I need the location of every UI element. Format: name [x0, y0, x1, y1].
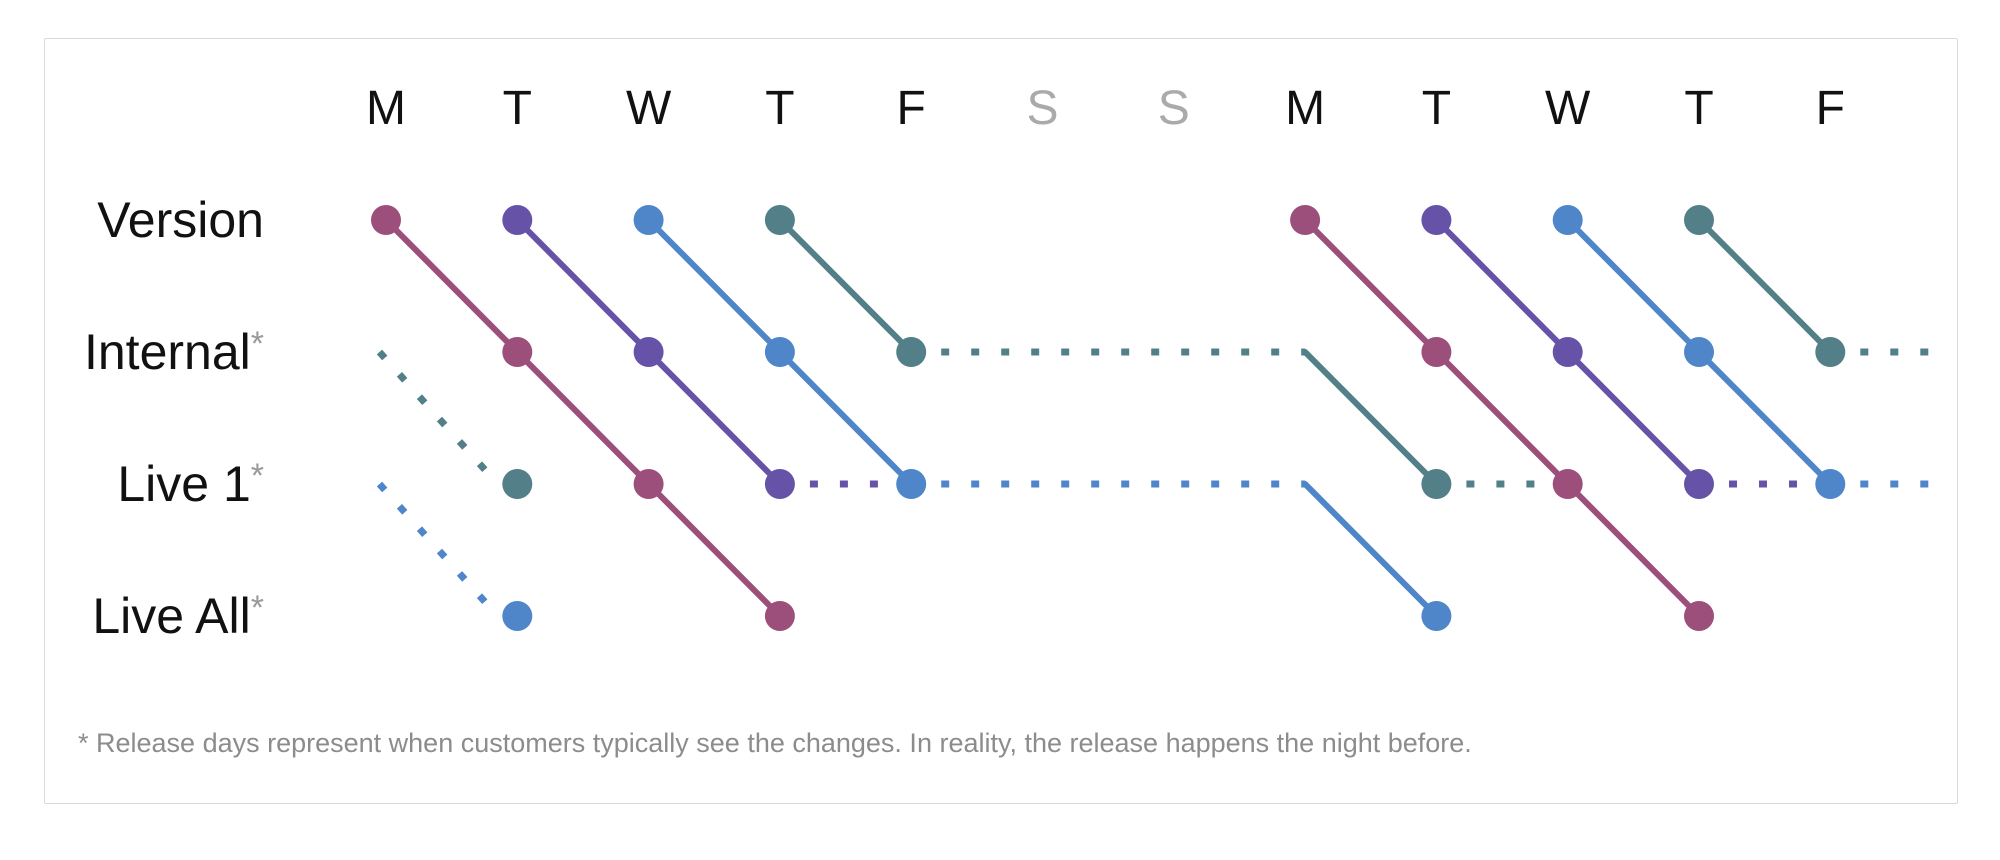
- diagram-frame: [44, 38, 1958, 804]
- day-label: M: [1285, 82, 1325, 135]
- row-label: Internal*: [84, 324, 264, 380]
- release-dot: [1421, 601, 1452, 631]
- release-dot: [1552, 469, 1583, 499]
- release-dot: [633, 205, 664, 235]
- row-label: Version: [97, 192, 264, 248]
- release-dot: [1815, 469, 1846, 499]
- release-dot: [1421, 337, 1452, 367]
- day-label: M: [366, 82, 406, 135]
- release-dot: [764, 337, 795, 367]
- release-dot: [896, 469, 927, 499]
- release-dot: [1290, 205, 1321, 235]
- release-line: [645, 349, 783, 487]
- release-dot: [764, 601, 795, 631]
- release-line: [1302, 217, 1440, 355]
- release-dot: [1421, 469, 1452, 499]
- day-label: T: [503, 82, 532, 135]
- release-dot: [1684, 337, 1714, 367]
- release-line: [1696, 217, 1834, 355]
- release-line: [1564, 481, 1702, 619]
- release-dot: [1552, 205, 1583, 235]
- release-line: [776, 349, 915, 487]
- release-dot: [1815, 337, 1846, 367]
- release-dot: [1684, 205, 1714, 235]
- release-line: [383, 217, 521, 355]
- handoff-line: [1302, 349, 1440, 487]
- release-line: [776, 217, 915, 355]
- release-dot: [633, 469, 664, 499]
- release-line: [1433, 217, 1571, 355]
- day-label: W: [1545, 82, 1591, 135]
- row-label: Live 1*: [117, 456, 264, 512]
- day-label: F: [897, 82, 926, 135]
- day-label: T: [765, 82, 794, 135]
- release-dot: [764, 205, 795, 235]
- release-dot: [502, 337, 533, 367]
- release-dot: [633, 337, 664, 367]
- day-label: W: [626, 82, 672, 135]
- release-dot: [896, 337, 927, 367]
- handoff-line: [1302, 481, 1440, 619]
- release-line: [645, 217, 783, 355]
- release-line: [1433, 349, 1571, 487]
- release-dot: [371, 205, 401, 235]
- waiting-line: [376, 349, 501, 487]
- release-dot: [1552, 337, 1583, 367]
- release-line: [1564, 349, 1702, 487]
- day-label: S: [1158, 82, 1190, 135]
- footnote: * Release days represent when customers …: [78, 728, 1472, 758]
- release-line: [514, 217, 652, 355]
- release-line: [645, 481, 783, 619]
- release-line: [1696, 349, 1834, 487]
- release-line: [514, 349, 652, 487]
- release-line: [1564, 217, 1702, 355]
- release-dot: [1421, 205, 1452, 235]
- release-dot: [502, 601, 533, 631]
- day-label: T: [1684, 82, 1713, 135]
- day-label: F: [1816, 82, 1845, 135]
- day-label: S: [1026, 82, 1058, 135]
- release-dot: [502, 469, 533, 499]
- release-dot: [1684, 601, 1714, 631]
- release-dot: [502, 205, 533, 235]
- release-dot: [1684, 469, 1714, 499]
- day-label: T: [1422, 82, 1451, 135]
- release-dot: [764, 469, 795, 499]
- waiting-line: [376, 481, 501, 619]
- row-label: Live All*: [92, 588, 264, 644]
